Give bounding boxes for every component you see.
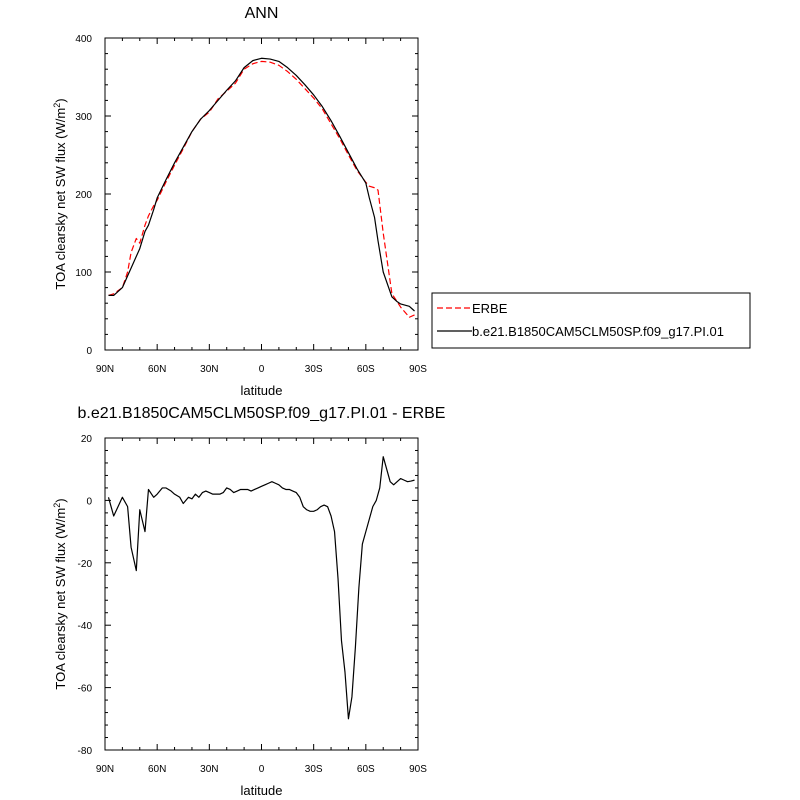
panel1-x-tick-label: 90N — [96, 364, 114, 375]
panel1-y-tick-label: 100 — [75, 268, 92, 279]
panel2-x-axis-title: latitude — [241, 783, 283, 798]
panel2-x-tick-label: 60S — [357, 764, 375, 775]
legend-label-2: b.e21.B1850CAM5CLM50SP.f09_g17.PI.01 — [472, 324, 724, 339]
panel1-x-tick-label: 60S — [357, 364, 375, 375]
panel1-x-tick-label: 30N — [200, 364, 218, 375]
panel1-y-tick-label: 0 — [86, 346, 92, 357]
panel2-y-axis-title: TOA clearsky net SW flux (W/m2) — [52, 498, 68, 689]
panel2-x-tick-label: 60N — [148, 764, 166, 775]
panel1-chart-title: ANN — [245, 5, 279, 22]
panel1-x-tick-label: 60N — [148, 364, 166, 375]
panel1-series-line-erbe — [108, 60, 415, 318]
panel1-y-tick-label: 400 — [75, 34, 92, 45]
panel2-plot-frame — [104, 437, 419, 751]
panel2-x-tick-label: 90N — [96, 764, 114, 775]
panel2-x-tick-label: 90S — [409, 764, 427, 775]
panel2-y-tick-label: 20 — [81, 434, 93, 445]
panel2-y-tick-label: -60 — [78, 684, 93, 695]
panel2-x-tick-label: 30N — [200, 764, 218, 775]
panel2-y-tick-label: 0 — [86, 496, 92, 507]
panel1-y-axis-title: TOA clearsky net SW flux (W/m2) — [52, 98, 68, 289]
panel2-series-line-1 — [107, 456, 415, 720]
panel1-series-line-b-e21-b1850cam5clm50sp-f09-g17-pi-01 — [108, 57, 415, 312]
panel2-y-tick-label: -40 — [78, 621, 93, 632]
panel1-plot-frame — [104, 37, 419, 351]
panel1-y-tick-label: 200 — [75, 190, 92, 201]
legend-label-1: ERBE — [472, 301, 508, 316]
panel1-x-axis-title: latitude — [241, 383, 283, 398]
panel2-y-tick-label: -20 — [78, 559, 93, 570]
panel1-x-tick-label: 0 — [259, 364, 265, 375]
panel2-x-tick-label: 30S — [305, 764, 323, 775]
panel2-chart-title: b.e21.B1850CAM5CLM50SP.f09_g17.PI.01 - E… — [78, 405, 446, 422]
panel1-x-tick-label: 90S — [409, 364, 427, 375]
panel2-y-tick-label: -80 — [78, 746, 93, 757]
panel1-x-tick-label: 30S — [305, 364, 323, 375]
panel1-y-tick-label: 300 — [75, 112, 92, 123]
legend-box — [431, 292, 751, 349]
panel2-x-tick-label: 0 — [259, 764, 265, 775]
